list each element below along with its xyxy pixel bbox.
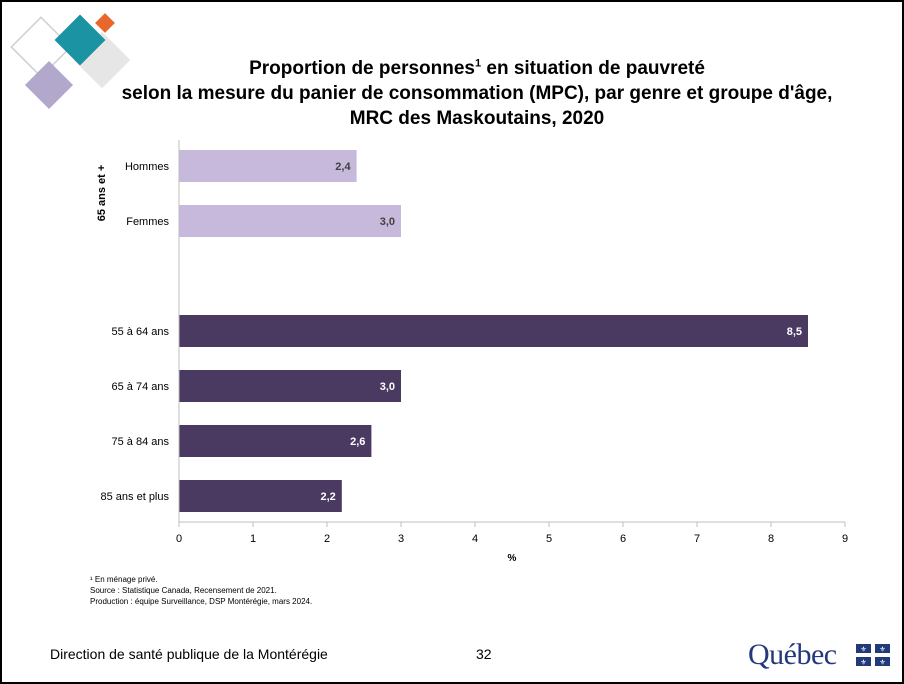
note-private-household: ¹ En ménage privé. — [90, 575, 158, 584]
category-label-3: 65 à 74 ans — [112, 381, 170, 393]
title-line-3: MRC des Maskoutains, 2020 — [349, 108, 605, 129]
x-tick-label-6: 6 — [620, 533, 626, 545]
title-line-2: selon la mesure du panier de consommatio… — [121, 83, 833, 104]
category-label-1: Femmes — [126, 216, 169, 228]
teal-diamond — [54, 14, 106, 66]
svg-text:⚜: ⚜ — [879, 659, 885, 667]
x-tick-label-3: 3 — [398, 533, 404, 545]
quebec-logo: Québec ⚜ ⚜ ⚜ ⚜ — [746, 634, 896, 674]
fleurdelise-flag-icon: ⚜ ⚜ ⚜ ⚜ — [856, 644, 890, 666]
footer-organization: Direction de santé publique de la Montér… — [50, 646, 328, 662]
bar-value-label-5: 2,2 — [321, 491, 336, 503]
svg-text:⚜: ⚜ — [879, 646, 885, 654]
bar-1 — [179, 205, 401, 237]
category-label-2: 55 à 64 ans — [112, 326, 170, 338]
group-label-65-plus: 65 ans et + — [96, 165, 108, 222]
outline-diamond — [10, 16, 72, 78]
x-tick-label-5: 5 — [546, 533, 552, 545]
bar-value-label-1: 3,0 — [380, 216, 395, 228]
title-line-1: Proportion de personnes1 en situation de… — [249, 57, 705, 79]
chart-title: Proportion de personnes1 en situation de… — [102, 56, 852, 131]
x-tick-label-7: 7 — [694, 533, 700, 545]
category-label-5: 85 ans et plus — [101, 491, 170, 503]
category-label-4: 75 à 84 ans — [112, 436, 170, 448]
bar-2 — [179, 315, 808, 347]
x-tick-label-2: 2 — [324, 533, 330, 545]
bar-4 — [179, 425, 372, 457]
x-axis-label: % — [508, 553, 517, 564]
svg-text:⚜: ⚜ — [860, 659, 866, 667]
bar-value-label-0: 2,4 — [335, 161, 351, 173]
x-tick-label-9: 9 — [842, 533, 848, 545]
x-tick-label-4: 4 — [472, 533, 478, 545]
chart-notes: ¹ En ménage privé. Source : Statistique … — [90, 574, 312, 607]
bar-value-label-4: 2,6 — [350, 436, 365, 448]
category-label-0: Hommes — [125, 161, 170, 173]
decorative-diamonds-logo — [10, 13, 131, 110]
lavender-diamond — [24, 60, 74, 110]
bar-5 — [179, 480, 342, 512]
note-production: Production : équipe Surveillance, DSP Mo… — [90, 597, 313, 606]
x-tick-label-1: 1 — [250, 533, 256, 545]
x-tick-label-8: 8 — [768, 533, 774, 545]
x-tick-label-0: 0 — [176, 533, 182, 545]
bar-3 — [179, 370, 401, 402]
bar-0 — [179, 150, 357, 182]
bar-value-label-3: 3,0 — [380, 381, 395, 393]
svg-text:⚜: ⚜ — [860, 646, 866, 654]
quebec-wordmark: Québec — [748, 638, 837, 671]
bar-value-label-2: 8,5 — [787, 326, 802, 338]
bar-chart: 2,4 Hommes 3,0 Femmes 8,5 55 à 64 ans 3,0 65 à … — [96, 140, 848, 564]
page-number: 32 — [476, 646, 492, 662]
note-source: Source : Statistique Canada, Recensement… — [90, 586, 277, 595]
orange-diamond — [95, 13, 115, 33]
